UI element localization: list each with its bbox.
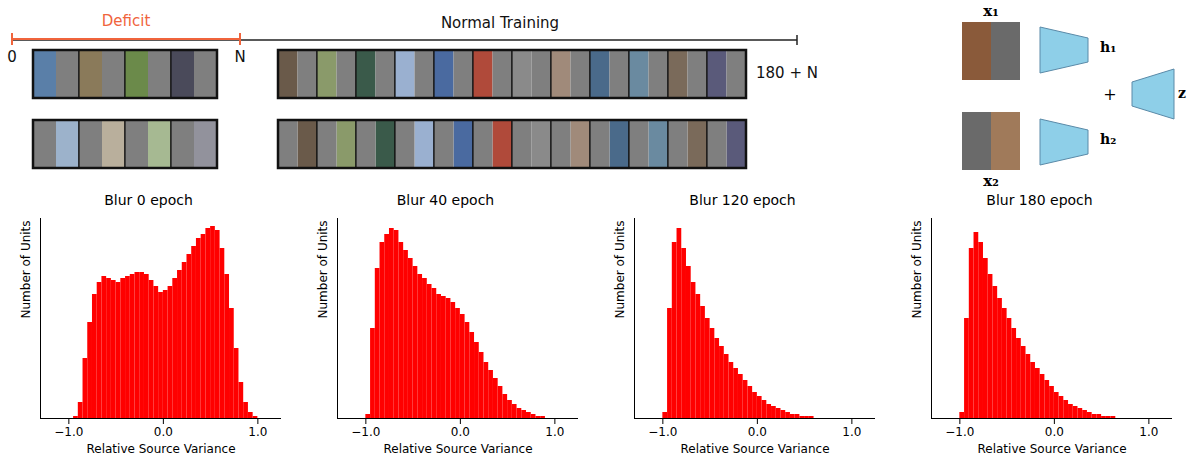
svg-text:x₂: x₂: [983, 172, 999, 190]
html-text:Blur 0 epoch: Blur 0 epoch: [104, 192, 193, 208]
html-text:Blur 180 epoch: Blur 180 epoch: [986, 192, 1093, 208]
svg-text:Number of Units: Number of Units: [910, 220, 924, 318]
html-text:Blur 120 epoch: Blur 120 epoch: [689, 192, 796, 208]
svg-text:Relative Source Variance: Relative Source Variance: [86, 442, 235, 456]
svg-text:Number of Units: Number of Units: [316, 220, 330, 318]
svg-text:1.0: 1.0: [1139, 425, 1158, 439]
svg-text:180 + N: 180 + N: [756, 64, 818, 82]
svg-text:Relative Source Variance: Relative Source Variance: [383, 442, 532, 456]
svg-text:1.0: 1.0: [842, 425, 861, 439]
svg-text:0.0: 0.0: [451, 425, 470, 439]
svg-text:0.0: 0.0: [748, 425, 767, 439]
svg-text:Number of Units: Number of Units: [19, 220, 33, 318]
svg-text:Deficit: Deficit: [102, 12, 151, 30]
svg-text:−1.0: −1.0: [648, 425, 677, 439]
svg-text:−1.0: −1.0: [54, 425, 83, 439]
svg-text:Normal Training: Normal Training: [441, 14, 559, 32]
svg-text:N: N: [234, 48, 245, 66]
svg-text:+: +: [1103, 85, 1116, 104]
svg-text:Relative Source Variance: Relative Source Variance: [680, 442, 829, 456]
svg-text:−1.0: −1.0: [945, 425, 974, 439]
svg-text:h₂: h₂: [1100, 131, 1116, 147]
svg-text:1.0: 1.0: [545, 425, 564, 439]
svg-text:1.0: 1.0: [248, 425, 267, 439]
svg-text:Number of Units: Number of Units: [613, 220, 627, 318]
svg-text:−1.0: −1.0: [351, 425, 380, 439]
svg-text:0.0: 0.0: [1045, 425, 1064, 439]
svg-text:0: 0: [7, 48, 17, 66]
svg-text:0.0: 0.0: [154, 425, 173, 439]
html-text:Blur 40 epoch: Blur 40 epoch: [396, 192, 495, 208]
svg-text:h₁: h₁: [1100, 39, 1116, 55]
svg-text:Relative Source Variance: Relative Source Variance: [977, 442, 1126, 456]
svg-text:z: z: [1178, 85, 1186, 101]
svg-text:x₁: x₁: [983, 2, 999, 20]
